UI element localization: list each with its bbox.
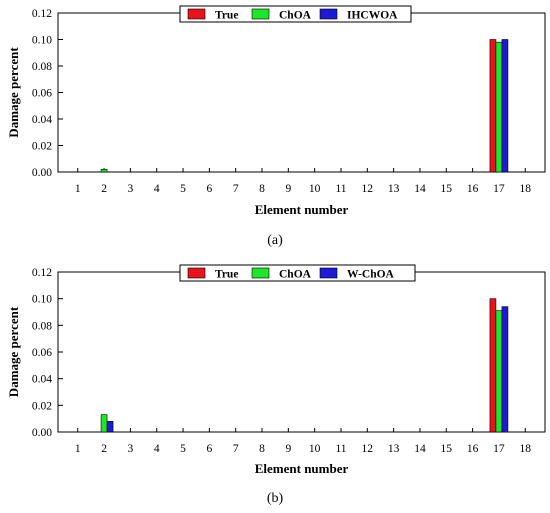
bar-true-element-17 [489,39,497,173]
x-tick-label: 3 [128,443,134,455]
chart-panel-a: 0.000.020.040.060.080.100.121 2 3 4 5 6 7 8 9 10 1… [6,5,546,248]
x-tick-label: 11 [335,183,346,195]
x-tick-label: 16 [467,443,479,455]
x-tick-label: 14 [414,443,426,455]
x-tick-label: 7 [233,443,239,455]
y-axis-label: Damage percent [6,306,21,397]
bar-true-element-17 [489,298,497,433]
x-tick-label: 15 [441,443,453,455]
y-tick-label: 0.12 [32,8,52,20]
x-tick-label: 2 [101,443,107,455]
x-tick-label: 5 [180,183,186,195]
bar-choa-element-2 [100,414,108,433]
bar-w-choa-element-17 [501,306,509,433]
legend-label-choa: ChOA [279,10,312,22]
x-tick-label: 12 [362,183,374,195]
legend-box [179,5,412,23]
y-tick-label: 0.12 [32,267,52,279]
x-tick-label: 4 [154,443,160,455]
y-tick-label: 0.06 [32,88,52,100]
legend-swatch-ihcwoa [319,8,338,20]
x-tick-label: 8 [259,443,265,455]
bar-w-choa-element-2 [106,421,114,433]
x-axis-label: Element number [255,202,349,217]
y-tick-label: 0.08 [32,61,52,73]
x-tick-label: 2 [101,183,107,195]
legend-label-true: True [215,10,238,22]
figure-caption: (b) [267,491,284,506]
y-axis-label: Damage percent [6,47,21,138]
x-tick-label: 10 [309,183,321,195]
legend-swatch-true [187,8,206,20]
bar-choa-element-17 [495,310,503,433]
bar-choa-element-17 [495,41,503,173]
x-tick-label: 13 [388,443,400,455]
legend: True ChOA W-ChOA [179,264,416,282]
x-tick-label: 17 [493,183,505,195]
bar-choa-element-2 [100,169,108,173]
x-tick-label: 18 [520,443,532,455]
legend-swatch-w-choa [319,267,338,279]
x-tick-label: 14 [414,183,426,195]
x-tick-label: 13 [388,183,400,195]
x-tick-label: 9 [285,443,291,455]
y-tick-label: 0.04 [32,114,52,126]
legend-label-ihcwoa: IHCWOA [347,10,398,22]
legend-swatch-choa [251,8,270,20]
x-tick-label: 18 [520,183,532,195]
y-tick-label: 0.10 [32,294,52,306]
x-tick-label: 10 [309,443,321,455]
legend-swatch-true [187,267,206,279]
x-tick-label: 8 [259,183,265,195]
x-tick-label: 4 [154,183,160,195]
legend-label-w-choa: W-ChOA [347,269,395,281]
y-tick-label: 0.08 [32,320,52,332]
plot-frame [57,12,546,173]
x-tick-label: 1 [75,443,81,455]
x-tick-label: 12 [362,443,374,455]
bar-ihcwoa-element-17 [501,39,509,173]
x-tick-label: 17 [493,443,505,455]
legend: True ChOA IHCWOA [179,5,412,23]
x-axis-label: Element number [255,461,349,476]
x-tick-label: 3 [128,183,134,195]
legend-label-choa: ChOA [279,269,312,281]
x-tick-label: 15 [441,183,453,195]
x-tick-label: 6 [206,443,212,455]
chart-panel-b: 0.000.020.040.060.080.100.121 2 3 4 5 6 7 8 9 10 1… [6,264,546,506]
legend-box [179,264,416,282]
x-tick-label: 9 [285,183,291,195]
x-tick-label: 6 [206,183,212,195]
y-tick-label: 0.04 [32,374,52,386]
y-tick-label: 0.02 [32,141,52,153]
x-tick-label: 5 [180,443,186,455]
legend-swatch-choa [251,267,270,279]
y-tick-label: 0.02 [32,400,52,412]
x-tick-label: 1 [75,183,81,195]
plot-frame [57,271,546,433]
x-tick-label: 11 [335,443,346,455]
x-tick-label: 7 [233,183,239,195]
legend-label-true: True [215,269,238,281]
y-tick-label: 0.00 [32,167,52,179]
y-tick-label: 0.00 [32,427,52,439]
x-tick-label: 16 [467,183,479,195]
y-tick-label: 0.10 [32,35,52,47]
y-tick-label: 0.06 [32,347,52,359]
figure-caption: (a) [267,233,283,248]
